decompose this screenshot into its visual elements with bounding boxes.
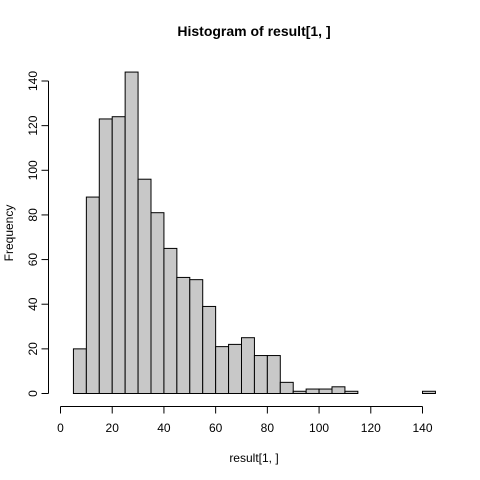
chart-title: Histogram of result[1, ] xyxy=(177,23,330,39)
y-tick-label: 120 xyxy=(26,115,40,135)
y-tick-label: 40 xyxy=(26,297,40,311)
histogram-bar xyxy=(85,196,100,394)
bars-group xyxy=(72,71,436,395)
histogram-bar xyxy=(253,355,268,394)
x-tick-label: 80 xyxy=(261,421,275,435)
histogram-bar xyxy=(98,118,113,394)
x-axis-title: result[1, ] xyxy=(229,451,278,465)
x-tick-label: 60 xyxy=(209,421,223,435)
histogram-bar xyxy=(111,116,126,395)
histogram-bar xyxy=(189,279,204,394)
histogram-bar xyxy=(137,178,152,394)
y-tick-label: 20 xyxy=(26,342,40,356)
x-tick-label: 120 xyxy=(361,421,381,435)
histogram-bar xyxy=(241,337,255,395)
histogram-bar xyxy=(279,381,294,394)
histogram-bar xyxy=(228,343,243,395)
y-tick-label: 140 xyxy=(26,71,40,91)
histogram-bar xyxy=(292,390,307,394)
histogram-bar xyxy=(163,247,178,394)
x-tick-label: 40 xyxy=(157,421,171,435)
histogram-bar xyxy=(318,388,333,395)
y-tick-label: 0 xyxy=(26,390,40,397)
histogram-bar xyxy=(124,71,139,394)
histogram-bar xyxy=(150,212,165,394)
histogram-bar xyxy=(422,390,436,394)
histogram-bar xyxy=(72,348,87,394)
x-tick-label: 100 xyxy=(309,421,329,435)
histogram-bar xyxy=(305,388,320,395)
histogram-bar xyxy=(331,386,346,394)
histogram-bar xyxy=(202,305,217,395)
y-axis-title: Frequency xyxy=(2,205,16,262)
x-tick-label: 0 xyxy=(57,421,64,435)
y-tick-label: 100 xyxy=(26,160,40,180)
x-tick-label: 140 xyxy=(412,421,432,435)
histogram-bar xyxy=(176,276,191,394)
histogram-bar xyxy=(344,390,359,394)
y-tick-label: 60 xyxy=(26,253,40,267)
histogram-bar xyxy=(215,346,230,395)
x-axis: 0 20 40 60 80 100 120 140 xyxy=(57,406,433,435)
y-tick-label: 80 xyxy=(26,208,40,222)
histogram-bar xyxy=(266,355,281,394)
y-axis: 0 20 40 60 80 100 120 140 xyxy=(26,71,49,397)
x-tick-label: 20 xyxy=(106,421,120,435)
